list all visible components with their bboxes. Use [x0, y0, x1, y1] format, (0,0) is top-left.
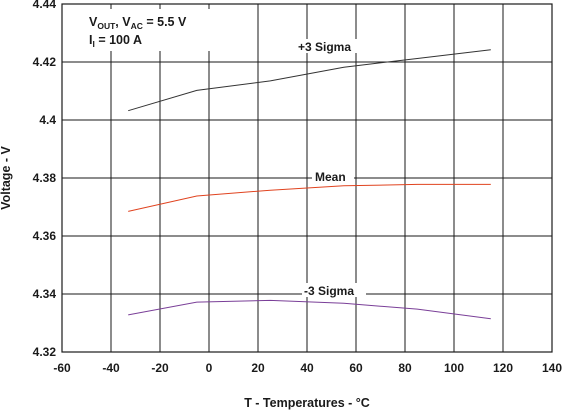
- label-bg-minus3sigma: [302, 283, 366, 297]
- y-tick-label: 4.32: [33, 345, 57, 359]
- x-axis-title: T - Temperatures - °C: [244, 396, 370, 410]
- series-label-plus-3-sigma: +3 Sigma: [298, 40, 351, 54]
- series-line-mean: [128, 183, 491, 212]
- x-tick-label: 100: [444, 361, 464, 375]
- x-tick-label: 40: [300, 361, 314, 375]
- series-lines: [128, 49, 491, 320]
- x-tick-label: 140: [542, 361, 562, 375]
- tick-labels: -60 -40 -20 0 20 40 60 80 100 120 140 4.32 4.34 4.36 4…: [33, 0, 563, 375]
- plot-frame: [61, 3, 553, 353]
- series-label-mean: Mean: [315, 170, 346, 184]
- x-tick-label: -60: [53, 361, 71, 375]
- series-line-minus-3-sigma: [128, 299, 491, 320]
- label-bg-plus3sigma: [296, 39, 362, 53]
- y-tick-label: 4.42: [33, 55, 57, 69]
- x-tick-label: 0: [206, 361, 213, 375]
- series-label-minus-3-sigma: -3 Sigma: [304, 284, 354, 298]
- y-tick-label: 4.44: [33, 0, 57, 11]
- y-tick-label: 4.34: [33, 287, 57, 301]
- conditions-line-1: VOUT, VAC = 5.5 V: [89, 15, 187, 31]
- conditions-box: [84, 9, 224, 51]
- grid: [61, 3, 553, 353]
- y-tick-label: 4.4: [39, 113, 56, 127]
- series-line-plus-3-sigma: [128, 49, 491, 112]
- label-bg-mean: [312, 169, 354, 183]
- x-tick-label: 120: [493, 361, 513, 375]
- x-tick-label: 60: [349, 361, 363, 375]
- y-tick-label: 4.38: [33, 171, 57, 185]
- y-tick-label: 4.36: [33, 229, 57, 243]
- x-tick-label: -40: [102, 361, 120, 375]
- y-axis-title: Voltage - V: [0, 146, 13, 210]
- conditions-line-2: II = 100 A: [89, 33, 142, 49]
- x-tick-label: 80: [398, 361, 412, 375]
- x-tick-label: 20: [251, 361, 265, 375]
- x-tick-label: -20: [151, 361, 169, 375]
